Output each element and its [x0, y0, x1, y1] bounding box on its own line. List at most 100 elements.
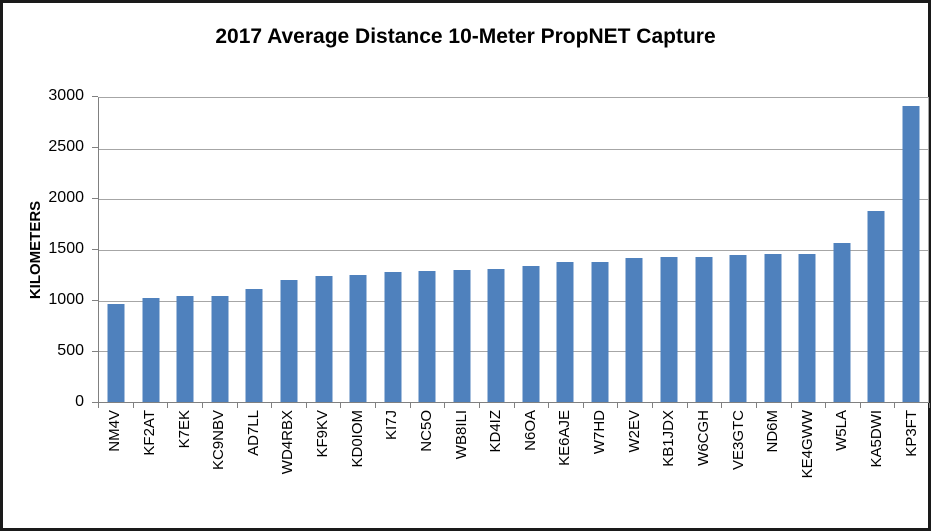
y-axis: 0 500 1000 1500 2000 2500 3000	[3, 87, 98, 410]
bar-slot-KF9KV	[306, 98, 341, 402]
bar-VE3GTC	[729, 255, 747, 402]
x-label-slot-WD4RBX: WD4RBX	[271, 410, 306, 495]
y-tick-label-2500: 2500	[48, 138, 84, 155]
x-label-slot-NM4V: NM4V	[98, 410, 133, 495]
bar-WB8ILI	[453, 270, 471, 402]
gridline-1000	[99, 301, 928, 302]
bar-KF9KV	[315, 276, 333, 402]
bar-slot-KD0IOM	[341, 98, 376, 402]
x-tick-8	[375, 403, 376, 408]
x-tick-6	[306, 403, 307, 408]
x-tick-18	[721, 403, 722, 408]
x-label-WB8ILI: WB8ILI	[452, 410, 470, 460]
x-label-slot-KC9NBV: KC9NBV	[202, 410, 237, 495]
bar-NM4V	[107, 304, 125, 402]
x-label-slot-KP3FT: KP3FT	[894, 410, 929, 495]
x-label-NM4V: NM4V	[106, 410, 124, 452]
x-tick-2	[167, 403, 168, 408]
bar-KE4GWW	[798, 254, 816, 402]
bar-slot-KP3FT	[894, 98, 929, 402]
x-label-slot-W5LA: W5LA	[825, 410, 860, 495]
x-label-KP3FT: KP3FT	[902, 410, 920, 457]
x-label-KD4IZ: KD4IZ	[487, 410, 505, 453]
x-label-slot-KA5DWI: KA5DWI	[860, 410, 895, 495]
y-tick-label-1000: 1000	[48, 291, 84, 308]
plot-area	[98, 97, 929, 403]
x-label-KI7J: KI7J	[383, 410, 401, 441]
y-tick-label-1500: 1500	[48, 240, 84, 257]
x-tick-13	[548, 403, 549, 408]
bar-slot-WD4RBX	[272, 98, 307, 402]
x-tick-11	[479, 403, 480, 408]
x-label-KF9KV: KF9KV	[314, 410, 332, 458]
x-label-slot-KE4GWW: KE4GWW	[791, 410, 826, 495]
x-label-slot-KD0IOM: KD0IOM	[340, 410, 375, 495]
x-label-KE4GWW: KE4GWW	[798, 410, 816, 479]
bar-W7HD	[591, 262, 609, 402]
bar-NC5O	[418, 271, 436, 402]
x-label-KF2AT: KF2AT	[140, 410, 158, 456]
y-tick-label-2000: 2000	[48, 189, 84, 206]
bar-slot-W2EV	[617, 98, 652, 402]
x-tick-16	[652, 403, 653, 408]
bar-W5LA	[833, 243, 851, 402]
x-label-slot-KI7J: KI7J	[375, 410, 410, 495]
gridline-1500	[99, 250, 928, 251]
x-label-slot-W6CGH: W6CGH	[687, 410, 722, 495]
x-tick-1	[133, 403, 134, 408]
x-tick-7	[340, 403, 341, 408]
x-label-W7HD: W7HD	[591, 410, 609, 455]
x-label-WD4RBX: WD4RBX	[279, 410, 297, 475]
x-tick-17	[687, 403, 688, 408]
bar-slot-KB1JDX	[652, 98, 687, 402]
x-label-slot-ND6M: ND6M	[756, 410, 791, 495]
y-tick-1000	[92, 300, 98, 301]
bar-slot-W5LA	[824, 98, 859, 402]
bar-W6CGH	[695, 257, 713, 402]
bar-slot-KE6AJE	[548, 98, 583, 402]
x-label-K7EK: K7EK	[175, 410, 193, 449]
x-label-KA5DWI: KA5DWI	[868, 410, 886, 468]
x-tick-9	[410, 403, 411, 408]
bar-K7EK	[176, 296, 194, 402]
x-label-slot-KE6AJE: KE6AJE	[548, 410, 583, 495]
x-label-AD7LL: AD7LL	[244, 410, 262, 456]
bar-slot-KF2AT	[134, 98, 169, 402]
chart-title: 2017 Average Distance 10-Meter PropNET C…	[215, 25, 716, 48]
x-label-NC5O: NC5O	[417, 410, 435, 452]
bar-KA5DWI	[867, 211, 885, 402]
y-tick-500	[92, 351, 98, 352]
x-tick-0	[98, 403, 99, 408]
bar-slot-W7HD	[583, 98, 618, 402]
bar-slot-ND6M	[755, 98, 790, 402]
x-tick-4	[237, 403, 238, 408]
bar-KE6AJE	[556, 262, 574, 402]
x-label-KB1JDX: KB1JDX	[660, 410, 678, 467]
bar-slot-N6OA	[514, 98, 549, 402]
x-label-slot-KF2AT: KF2AT	[133, 410, 168, 495]
x-label-slot-W2EV: W2EV	[617, 410, 652, 495]
x-label-slot-WB8ILI: WB8ILI	[444, 410, 479, 495]
bar-KI7J	[384, 272, 402, 402]
x-label-slot-NC5O: NC5O	[410, 410, 445, 495]
gridline-500	[99, 351, 928, 352]
gridline-2000	[99, 199, 928, 200]
x-label-KE6AJE: KE6AJE	[556, 410, 574, 466]
x-label-slot-KF9KV: KF9KV	[306, 410, 341, 495]
y-tick-label-500: 500	[57, 342, 84, 359]
x-tick-20	[791, 403, 792, 408]
bar-slot-KD4IZ	[479, 98, 514, 402]
y-tick-1500	[92, 249, 98, 250]
bar-slot-KC9NBV	[203, 98, 238, 402]
y-tick-label-0: 0	[75, 393, 84, 410]
x-label-slot-N6OA: N6OA	[514, 410, 549, 495]
x-label-W6CGH: W6CGH	[694, 410, 712, 466]
bar-KD0IOM	[349, 275, 367, 402]
x-axis-labels: NM4V KF2AT K7EK KC9NBV AD7LL WD4RBX KF9KV KD0IO…	[98, 410, 929, 495]
x-tick-24	[929, 403, 930, 408]
x-label-slot-KD4IZ: KD4IZ	[479, 410, 514, 495]
x-label-KD0IOM: KD0IOM	[348, 410, 366, 468]
x-axis-ticks	[98, 403, 930, 408]
bar-slot-K7EK	[168, 98, 203, 402]
